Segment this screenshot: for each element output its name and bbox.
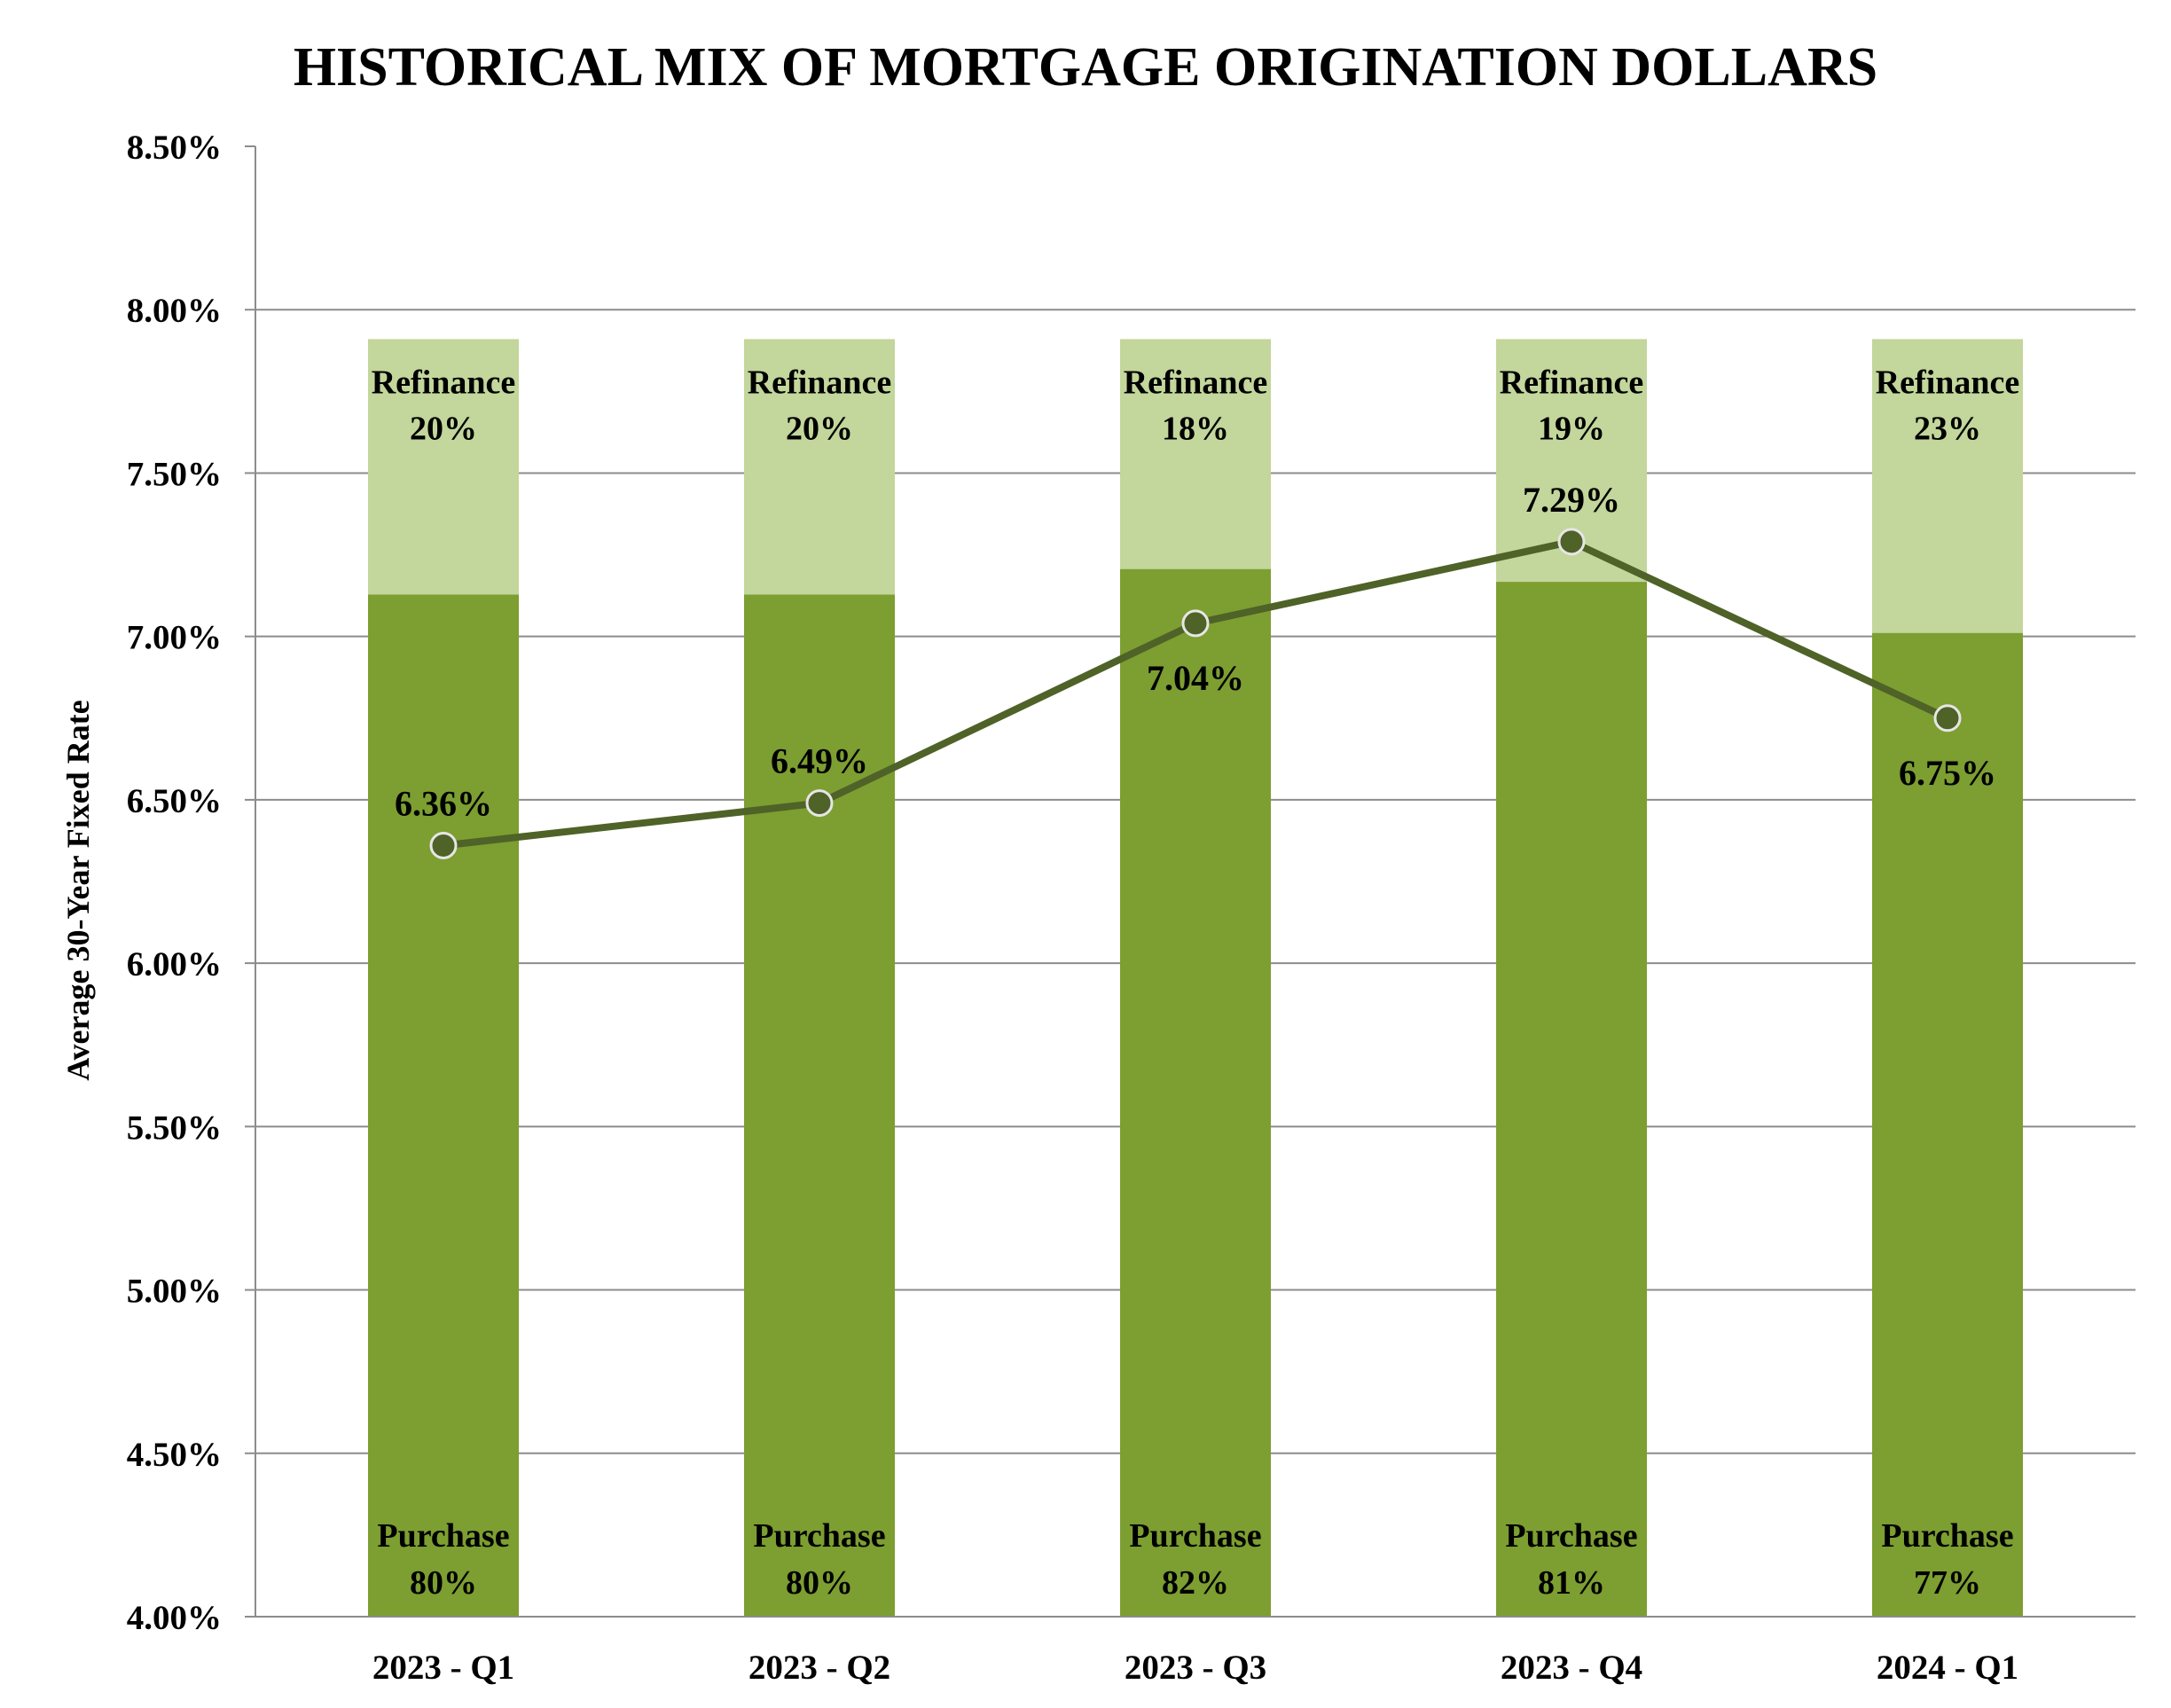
refinance-label: Refinance	[372, 364, 516, 401]
refinance-share-label: 20%	[786, 410, 853, 447]
x-tick-label: 2024 - Q1	[1877, 1649, 2018, 1687]
labels: Refinance 20% Purchase 80% Refinance 20% Purch…	[372, 364, 2020, 1602]
chart-title: HISTORICAL MIX OF MORTGAGE ORIGINATION D…	[294, 37, 1877, 98]
y-axis-label: Average 30-Year Fixed Rate	[60, 700, 96, 1081]
purchase-share-label: 80%	[786, 1564, 853, 1602]
purchase-label: Purchase	[377, 1517, 509, 1555]
y-tick-label: 7.00%	[127, 619, 222, 657]
rate-line	[429, 528, 1962, 859]
x-tick-label: 2023 - Q3	[1125, 1649, 1266, 1687]
purchase-share-label: 82%	[1162, 1564, 1229, 1602]
rate-value-label: 6.36%	[395, 783, 492, 823]
y-tick-label: 4.00%	[127, 1599, 222, 1637]
rate-value-label: 6.49%	[771, 741, 868, 781]
rate-value-label: 7.29%	[1523, 480, 1620, 520]
refinance-label: Refinance	[1500, 364, 1644, 401]
rate-point	[1557, 528, 1586, 556]
purchase-label: Purchase	[1505, 1517, 1637, 1555]
refinance-label: Refinance	[1124, 364, 1268, 401]
y-tick-label: 4.50%	[127, 1436, 222, 1474]
refinance-share-label: 19%	[1538, 410, 1605, 447]
refinance-share-label: 23%	[1914, 410, 1981, 447]
y-tick-label: 8.00%	[127, 292, 222, 330]
bar-refinance	[368, 339, 519, 595]
rate-point	[1181, 609, 1210, 638]
rate-value-label: 7.04%	[1147, 658, 1244, 698]
refinance-label: Refinance	[748, 364, 892, 401]
bar-purchase	[368, 594, 519, 1617]
purchase-share-label: 77%	[1914, 1564, 1981, 1602]
purchase-share-label: 81%	[1538, 1564, 1605, 1602]
axes: 4.00% 4.50% 5.00% 5.50% 6.00% 6.50% 7.00% 7.50%…	[127, 129, 2136, 1687]
rate-point	[429, 831, 458, 859]
bar-purchase	[1120, 568, 1271, 1618]
bar-purchase	[744, 594, 895, 1617]
bar-purchase	[1872, 632, 2023, 1617]
y-tick-label: 5.50%	[127, 1109, 222, 1147]
x-tick-label: 2023 - Q4	[1501, 1649, 1642, 1687]
bar-refinance	[744, 339, 895, 595]
purchase-share-label: 80%	[410, 1564, 477, 1602]
bar-purchase	[1496, 582, 1647, 1617]
purchase-label: Purchase	[753, 1517, 885, 1555]
y-tick-label: 6.50%	[127, 782, 222, 820]
bar-refinance	[1872, 339, 2023, 633]
y-tick-label: 5.00%	[127, 1273, 222, 1311]
bars	[368, 339, 2023, 1618]
y-tick-label: 7.50%	[127, 455, 222, 493]
purchase-label: Purchase	[1129, 1517, 1261, 1555]
refinance-share-label: 18%	[1162, 410, 1229, 447]
rate-point	[1933, 704, 1962, 733]
refinance-share-label: 20%	[410, 410, 477, 447]
rate-point	[805, 789, 834, 818]
y-tick-label: 8.50%	[127, 129, 222, 167]
y-tick-label: 6.00%	[127, 945, 222, 983]
rate-value-label: 6.75%	[1899, 753, 1996, 793]
purchase-label: Purchase	[1881, 1517, 2013, 1555]
x-tick-label: 2023 - Q2	[748, 1649, 890, 1687]
refinance-label: Refinance	[1876, 364, 2020, 401]
bar-refinance	[1120, 339, 1271, 569]
x-tick-label: 2023 - Q1	[372, 1649, 514, 1687]
